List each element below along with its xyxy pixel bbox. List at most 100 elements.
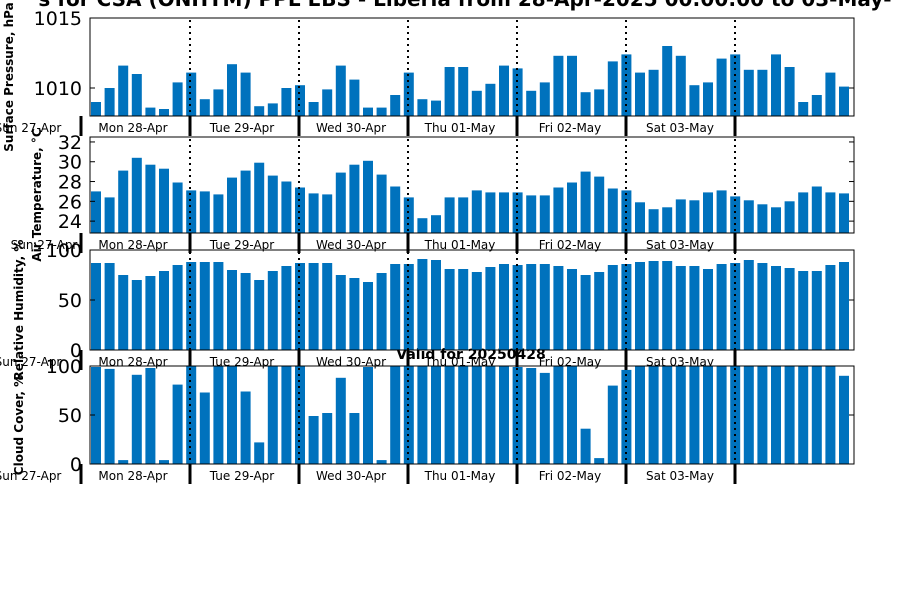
x-tick-label: Tue 29-Apr [209,469,274,483]
bar [322,263,333,350]
bar [526,195,537,233]
x-tick-label: Tue 29-Apr [209,238,274,252]
bar [839,86,849,116]
bar [771,54,781,116]
y-tick-label: 1015 [34,8,82,30]
bar [526,368,537,464]
bar [662,261,673,350]
bar [607,265,618,350]
bar [186,366,197,464]
bar [281,366,292,464]
bar [403,366,414,464]
bar [254,442,265,464]
bar [757,366,768,464]
y-tick-label: 28 [58,172,82,194]
bar [267,175,278,233]
bar [675,366,686,464]
bar [743,69,754,116]
y-tick-label: 0 [70,454,82,476]
bar [376,107,387,116]
bar [471,366,482,464]
bar [580,92,591,116]
bar [159,168,169,233]
bar [199,99,210,116]
bar [376,273,387,350]
x-tick-label: Wed 30-Apr [316,355,386,369]
bar [716,366,727,464]
y-tick-label: 100 [46,240,82,262]
figure-title: s for CSA (ONHYM) PPL EBS - Liberia from… [38,0,891,11]
bar [458,269,469,350]
bar [689,200,700,233]
bar [553,55,564,116]
bar [431,215,441,233]
bar [648,209,659,233]
bar [825,192,836,233]
bar [811,95,822,116]
bar [743,260,754,350]
bar [757,204,768,233]
bar [594,176,605,233]
bar [186,190,197,233]
bar [526,90,537,116]
bar [458,366,469,464]
y-tick-label: 50 [58,405,82,427]
bar [784,366,795,464]
x-tick-label: Fri 02-May [539,238,602,252]
bar [199,191,210,233]
bar [308,263,319,350]
bar [526,264,537,350]
bar [254,162,265,233]
bar [757,263,768,350]
bar [145,368,156,464]
bar [811,366,822,464]
bar [716,190,727,233]
bar [648,366,659,464]
x-tick-label: Wed 30-Apr [316,469,386,483]
bar [363,367,373,464]
bar [539,195,550,233]
bar [730,196,741,233]
bar [784,67,795,116]
bar [539,372,550,464]
bar [798,366,809,464]
bar [417,218,428,233]
y-tick-label: 26 [58,191,82,213]
y-tick-label: 24 [58,211,82,233]
bar [417,366,428,464]
bar [743,200,754,233]
bar [485,267,496,350]
bar [159,460,169,464]
bar [240,391,251,464]
x-tick-label: Sun 27-Apr [0,469,61,483]
x-tick-label: Sun 27-Apr [11,238,78,252]
x-tick-label: Mon 28-Apr [98,469,167,483]
bar [403,197,414,233]
bar [431,100,441,116]
y-axis-label: Cloud Cover, % [12,375,26,475]
bar [757,69,768,116]
y-tick-label: 30 [58,152,82,174]
bar [580,275,591,350]
x-tick-label: Mon 28-Apr [98,355,167,369]
bar [417,99,428,116]
bar [444,67,455,116]
plot-frame [89,136,855,234]
bar [567,182,577,233]
bar [662,207,673,233]
bar [703,269,713,350]
bar [485,366,496,464]
bar [635,202,645,233]
bar [118,460,129,464]
bar [417,259,428,350]
bar [471,190,482,233]
bar [444,269,455,350]
bar [703,82,713,116]
x-tick-label: Tue 29-Apr [209,121,274,135]
bar [458,197,469,233]
bar [485,83,496,116]
bar [390,264,401,350]
bar [281,181,292,233]
